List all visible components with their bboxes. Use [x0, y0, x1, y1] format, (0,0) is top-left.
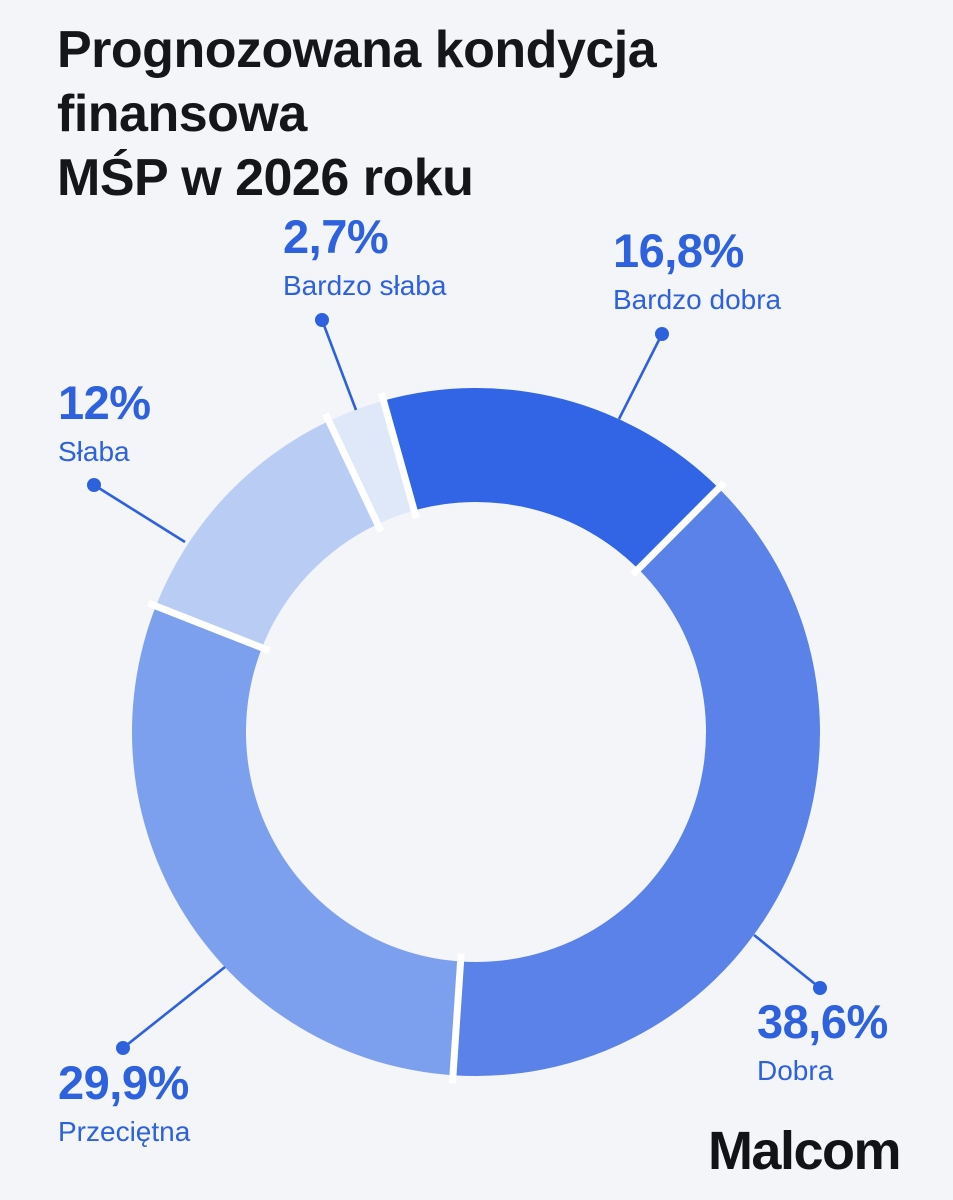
donut-segment-bardzo-slaba — [328, 400, 415, 525]
page-title: Prognozowana kondycja finansowa MŚP w 202… — [57, 18, 917, 210]
callout-bardzo-dobra: 16,8% Bardzo dobra — [613, 226, 781, 316]
leader-line-dobra — [753, 933, 821, 990]
leader-line-bardzo-slaba — [320, 319, 358, 411]
callout-value-bardzo-slaba: 2,7% — [283, 210, 389, 263]
callout-value-bardzo-dobra: 16,8% — [613, 224, 744, 277]
leader-dot-slaba — [87, 478, 101, 492]
segment-gap-3 — [147, 599, 271, 654]
callout-przecietna: 29,9% Przeciętna — [58, 1058, 190, 1148]
callout-label-slaba: Słaba — [58, 436, 130, 467]
donut-segments — [132, 388, 821, 1076]
leader-dot-bardzo-dobra — [655, 327, 669, 341]
callout-slaba: 12% Słaba — [58, 378, 151, 468]
callout-label-bardzo-dobra: Bardzo dobra — [613, 284, 782, 315]
leader-lines — [87, 313, 827, 1055]
segment-gap-4 — [322, 412, 385, 533]
callout-label-przecietna: Przeciętna — [58, 1116, 191, 1147]
leader-dot-dobra — [813, 981, 827, 995]
donut-segment-dobra — [452, 488, 821, 1076]
callout-bardzo-slaba: 2,7% Bardzo słaba — [283, 212, 446, 302]
leader-line-slaba — [93, 483, 186, 544]
brand-logo: Malcom — [707, 1121, 902, 1181]
segment-gap-0 — [377, 392, 420, 520]
callout-label-bardzo-slaba: Bardzo słaba — [283, 270, 447, 301]
leader-line-bardzo-dobra — [617, 333, 664, 420]
callout-value-slaba: 12% — [58, 376, 151, 429]
donut-segment-bardzo-dobra — [383, 388, 719, 570]
callout-value-przecietna: 29,9% — [58, 1056, 189, 1109]
segment-gap-2 — [448, 953, 465, 1084]
callout-dobra: 38,6% Dobra — [757, 997, 888, 1087]
donut-segment-slaba — [155, 421, 378, 648]
donut-segment-przecietna — [132, 606, 461, 1076]
callout-label-dobra: Dobra — [757, 1055, 834, 1086]
leader-dot-bardzo-slaba — [315, 313, 329, 327]
leader-line-przecietna — [122, 965, 226, 1050]
leader-dot-przecietna — [116, 1041, 130, 1055]
segment-gap-1 — [630, 480, 727, 578]
donut-segment-gaps — [147, 392, 727, 1084]
callout-value-dobra: 38,6% — [757, 995, 888, 1048]
page-title-line1: Prognozowana kondycja finansowa — [57, 21, 657, 143]
page-title-line2: MŚP w 2026 roku — [57, 149, 474, 207]
